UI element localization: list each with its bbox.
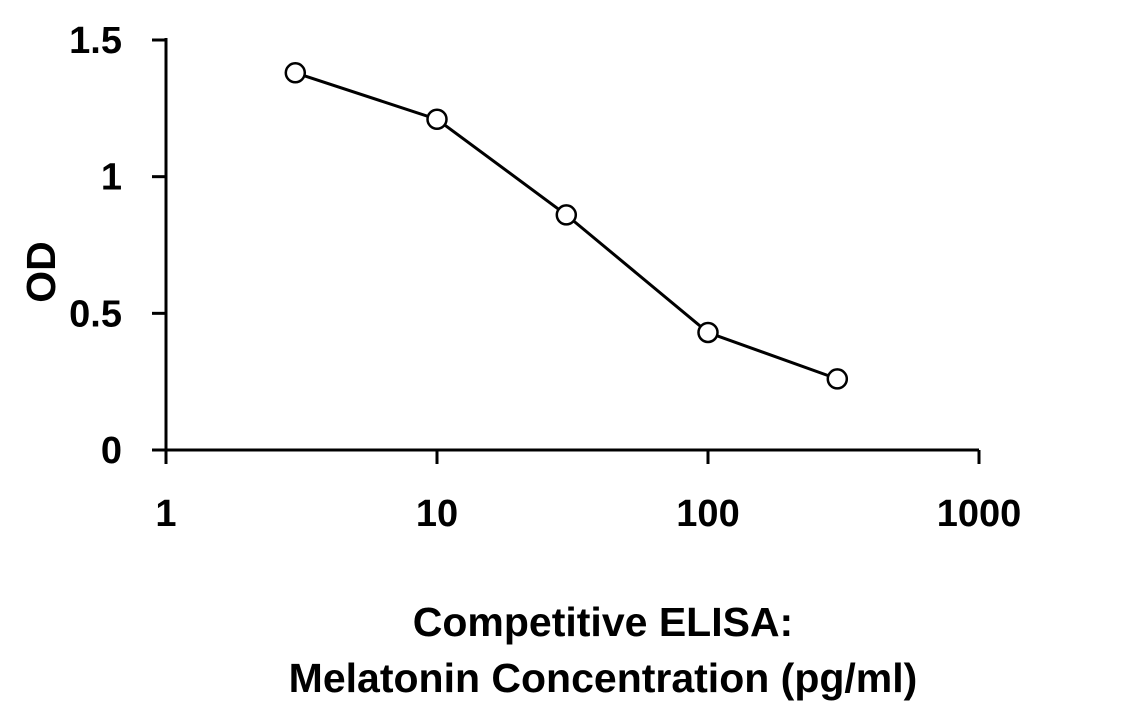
axes [152,38,981,464]
data-point [697,321,719,344]
x-tick-label: 100 [676,493,739,535]
data-point [826,368,849,390]
tick-labels: 0 0.5 1 1.5 1 10 100 1000 [69,20,1021,535]
y-axis-label: OD [18,241,64,303]
y-tick-label: 0 [101,430,122,472]
x-axis-label-line2: Melatonin Concentration (pg/ml) [289,655,918,701]
y-tick-label: 1.5 [69,20,122,62]
x-tick-label: 10 [416,493,458,535]
x-tick-label: 1 [155,493,176,535]
x-axis-label-line1: Competitive ELISA: [413,599,793,645]
series-line [294,71,838,381]
data-point [555,204,578,226]
y-tick-label: 0.5 [69,293,122,335]
data-point [426,108,448,131]
x-tick-label: 1000 [937,493,1022,535]
data-point [284,62,307,84]
y-tick-label: 1 [101,157,122,199]
plot-area [284,62,849,390]
